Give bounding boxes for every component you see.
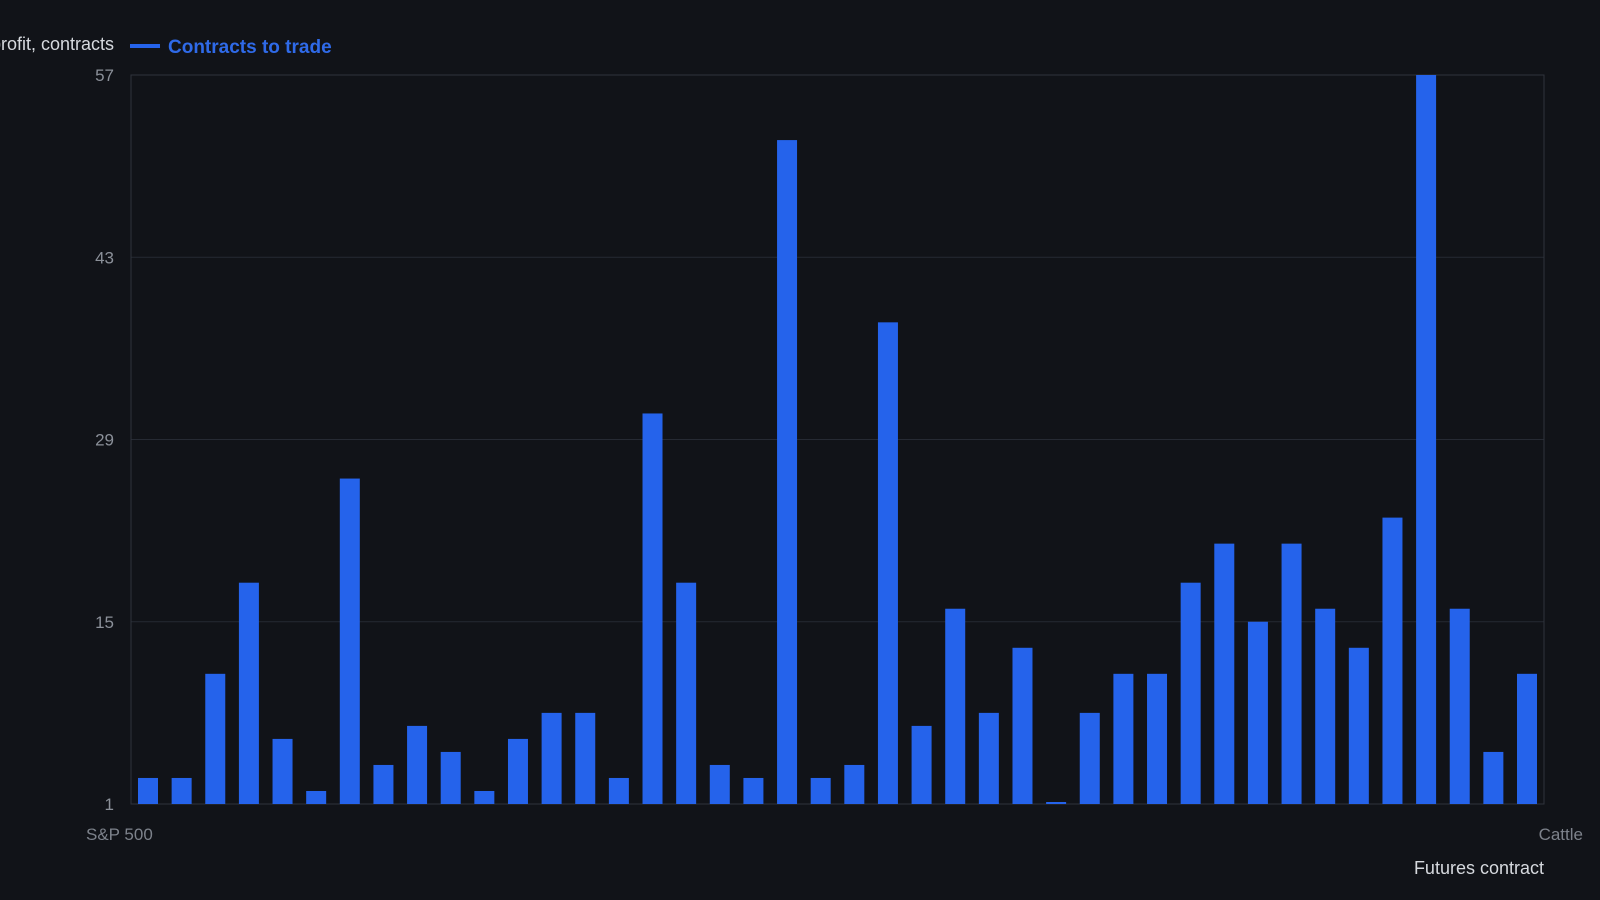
bar[interactable] — [1180, 582, 1201, 804]
bar[interactable] — [709, 764, 730, 804]
bar[interactable] — [440, 751, 461, 804]
y-tick-label: 1 — [105, 795, 114, 814]
bar[interactable] — [373, 764, 394, 804]
y-axis-label: Avg. profit, contracts — [0, 34, 114, 54]
bar[interactable] — [676, 582, 697, 804]
bar[interactable] — [171, 777, 192, 804]
bar[interactable] — [1281, 543, 1302, 804]
bar[interactable] — [1079, 712, 1100, 804]
x-tick-label: S&P 500 — [86, 825, 153, 844]
bar[interactable] — [945, 608, 966, 804]
x-axis-label: Futures contract — [1414, 858, 1544, 878]
bar[interactable] — [1348, 647, 1369, 804]
bar[interactable] — [1449, 608, 1470, 804]
bar[interactable] — [1113, 673, 1134, 804]
y-tick-label: 43 — [95, 248, 114, 267]
bar[interactable] — [877, 322, 898, 804]
bar[interactable] — [911, 725, 932, 804]
legend-label: Contracts to trade — [168, 37, 332, 58]
bar[interactable] — [978, 712, 999, 804]
bar[interactable] — [138, 777, 158, 804]
y-tick-label: 57 — [95, 66, 114, 85]
bar[interactable] — [339, 478, 360, 804]
bar[interactable] — [272, 738, 293, 804]
bar[interactable] — [1416, 75, 1437, 804]
bar[interactable] — [743, 777, 764, 804]
bar[interactable] — [1214, 543, 1235, 804]
bar[interactable] — [1517, 673, 1537, 804]
bar[interactable] — [777, 140, 798, 804]
y-tick-label: 15 — [95, 613, 114, 632]
bar[interactable] — [238, 582, 259, 804]
bars — [138, 75, 1537, 804]
y-axis-ticks: 1 15 29 43 57 — [95, 66, 114, 814]
bar[interactable] — [810, 777, 831, 804]
x-axis-categories: S&P 500 Cattle — [86, 825, 1583, 844]
bar[interactable] — [474, 790, 495, 804]
bar[interactable] — [507, 738, 528, 804]
bar[interactable] — [608, 777, 629, 804]
y-tick-label: 29 — [95, 431, 114, 450]
plot-frame — [130, 74, 1545, 805]
bar[interactable] — [642, 413, 663, 804]
legend[interactable]: Contracts to trade — [130, 37, 332, 58]
x-tick-label: Cattle — [1539, 825, 1583, 844]
bar[interactable] — [575, 712, 596, 804]
bar[interactable] — [1483, 751, 1504, 804]
bar[interactable] — [844, 764, 865, 804]
bar[interactable] — [1382, 517, 1403, 804]
bar[interactable] — [407, 725, 428, 804]
bar[interactable] — [205, 673, 226, 804]
bar[interactable] — [541, 712, 562, 804]
bar[interactable] — [306, 790, 327, 804]
bar[interactable] — [1147, 673, 1168, 804]
bar[interactable] — [1046, 802, 1067, 804]
bar[interactable] — [1012, 647, 1033, 804]
bar[interactable] — [1247, 621, 1268, 804]
bar[interactable] — [1315, 608, 1336, 804]
